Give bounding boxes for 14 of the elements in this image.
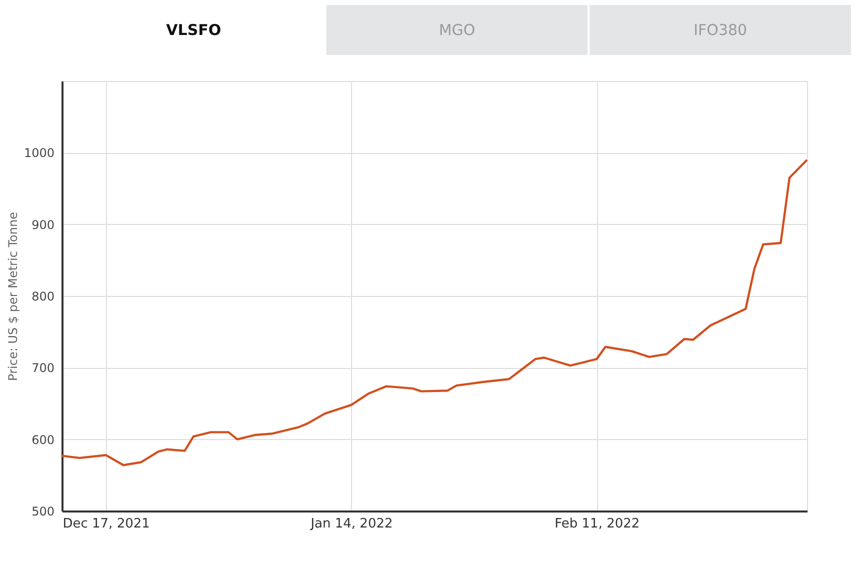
y-tick-label: 1000: [24, 146, 54, 160]
y-tick-label: 600: [32, 432, 54, 447]
x-tick-label: Dec 17, 2021: [62, 516, 150, 532]
y-tick-label: 800: [32, 290, 54, 304]
x-tick-label: Jan 14, 2022: [310, 516, 393, 532]
text: MGO: [438, 21, 476, 39]
y-tick-label: 700: [32, 361, 54, 376]
text: VLSFO: [166, 21, 222, 39]
y-tick-label: 500: [32, 504, 54, 518]
y-tick-label: 900: [32, 218, 54, 232]
y-axis-title: Price: US $ per Metric Tonne: [6, 212, 20, 381]
line-series: [60, 158, 808, 466]
text: IFO380: [694, 21, 748, 39]
x-tick-label: Feb 11, 2022: [554, 516, 640, 532]
